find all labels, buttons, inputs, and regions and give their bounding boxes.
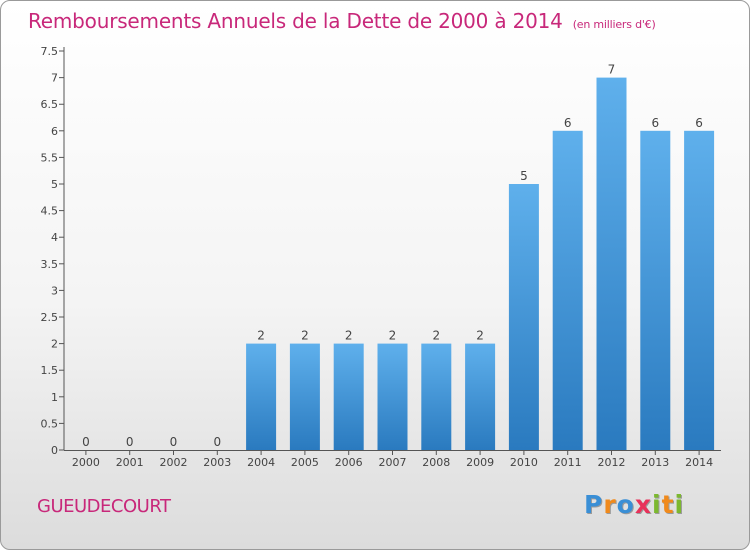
- y-tick-label: 0: [51, 444, 58, 457]
- y-tick-label: 7: [51, 72, 58, 85]
- bar-2010: [508, 184, 539, 450]
- y-tick-label: 6: [51, 125, 58, 138]
- bars-group: 0 0 0 0 2 2 2 2 2 2 5 6 7 6 6: [82, 63, 715, 451]
- data-label-2005: 2: [301, 329, 309, 343]
- bar-2012: [596, 77, 627, 450]
- y-tick-label: 5: [51, 178, 58, 191]
- y-tick-label: 3.5: [41, 258, 59, 271]
- x-tick-label-2008: 2008: [422, 456, 450, 469]
- data-label-2008: 2: [432, 329, 440, 343]
- data-label-2002: 0: [170, 435, 178, 449]
- y-tick-label: 7.5: [41, 45, 59, 58]
- bar-2009: [465, 343, 496, 450]
- logo-letter: o: [616, 490, 635, 519]
- y-tick-label: 5.5: [41, 151, 59, 164]
- x-tick-label-2010: 2010: [510, 456, 538, 469]
- bar-2006: [333, 343, 364, 450]
- x-tick-label-2009: 2009: [466, 456, 494, 469]
- y-tick-label: 2.5: [41, 311, 59, 324]
- data-label-2011: 6: [564, 116, 572, 130]
- bar-2011: [552, 130, 583, 451]
- logo-letter: t: [661, 490, 675, 519]
- data-label-2000: 0: [82, 435, 90, 449]
- y-tick-label: 1: [51, 391, 58, 404]
- y-tick-label: 6.5: [41, 98, 59, 111]
- x-tick-label-2004: 2004: [247, 456, 275, 469]
- bar-2014: [684, 130, 715, 451]
- y-tick-label: 0.5: [41, 417, 59, 430]
- x-tick-label-2001: 2001: [116, 456, 144, 469]
- bar-2008: [421, 343, 452, 450]
- x-tick-label-2012: 2012: [598, 456, 626, 469]
- chart-title: Remboursements Annuels de la Dette de 20…: [28, 9, 656, 33]
- data-label-2013: 6: [651, 116, 659, 130]
- y-tick-label: 1.5: [41, 364, 59, 377]
- y-tick-label: 3: [51, 284, 58, 297]
- x-tick-label-2003: 2003: [203, 456, 231, 469]
- place-name: GUEUDECOURT: [37, 496, 171, 517]
- x-tick-label-2007: 2007: [379, 456, 407, 469]
- x-tick-label-2006: 2006: [335, 456, 363, 469]
- data-label-2012: 7: [608, 63, 616, 77]
- x-tick-label-2014: 2014: [685, 456, 713, 469]
- x-tick-label-2002: 2002: [160, 456, 188, 469]
- logo-letter: i: [652, 490, 662, 519]
- y-tick-label: 4: [51, 231, 58, 244]
- chart-title-text: Remboursements Annuels de la Dette de 20…: [28, 9, 563, 33]
- x-tick-label-2005: 2005: [291, 456, 319, 469]
- proxiti-logo: Proxiti: [584, 490, 684, 519]
- logo-letter: P: [584, 490, 604, 519]
- y-axis: 0 0.5 1 1.5 2 2.5 3 3.5 4 4.5 5 5.5 6 6.5 7 7.5: [41, 45, 65, 457]
- bar-2007: [377, 343, 408, 450]
- x-axis: 2000 2001 2002 2003 2004 2005 2006 2007 2008 2009…: [64, 450, 721, 469]
- logo-letter: i: [674, 490, 685, 519]
- data-label-2010: 5: [520, 169, 528, 183]
- x-tick-label-2011: 2011: [554, 456, 582, 469]
- data-label-2001: 0: [126, 435, 134, 449]
- data-label-2007: 2: [389, 329, 397, 343]
- bar-2013: [640, 130, 671, 451]
- x-tick-label-2013: 2013: [641, 456, 669, 469]
- data-label-2006: 2: [345, 329, 353, 343]
- bar-2005: [289, 343, 320, 450]
- data-label-2014: 6: [695, 116, 703, 130]
- logo-letter: x: [634, 490, 652, 519]
- y-tick-label: 4.5: [41, 205, 59, 218]
- bar-2004: [246, 343, 277, 450]
- x-tick-label-2000: 2000: [72, 456, 100, 469]
- y-tick-label: 2: [51, 338, 58, 351]
- chart-subtitle: (en milliers d'€): [572, 18, 656, 31]
- data-label-2009: 2: [476, 329, 484, 343]
- data-label-2004: 2: [257, 329, 265, 343]
- data-label-2003: 0: [213, 435, 221, 449]
- logo-letter: r: [603, 490, 617, 519]
